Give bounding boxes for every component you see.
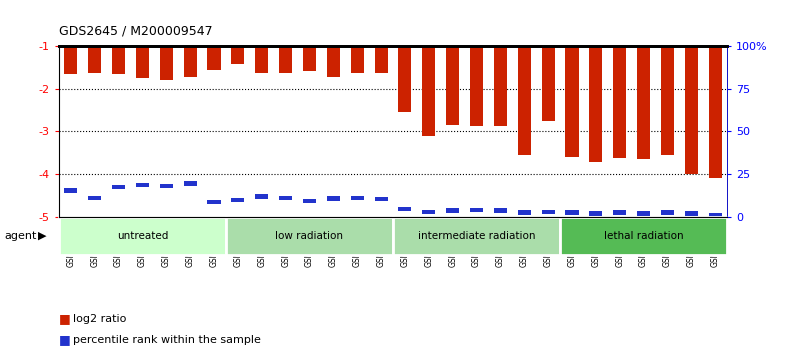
- Bar: [303, 199, 316, 203]
- Bar: [399, 46, 412, 112]
- Text: ■: ■: [59, 312, 71, 325]
- Bar: [560, 217, 727, 255]
- Text: lethal radiation: lethal radiation: [604, 231, 683, 241]
- Bar: [470, 207, 483, 212]
- Bar: [255, 194, 268, 199]
- Bar: [327, 46, 340, 77]
- Bar: [637, 211, 650, 216]
- Bar: [64, 46, 78, 74]
- Bar: [255, 46, 268, 73]
- Bar: [613, 211, 626, 215]
- Bar: [374, 197, 387, 201]
- Bar: [685, 211, 698, 216]
- Bar: [518, 211, 531, 215]
- Bar: [565, 46, 578, 157]
- Bar: [226, 217, 393, 255]
- Bar: [231, 198, 244, 202]
- Bar: [542, 46, 555, 121]
- Bar: [374, 46, 387, 73]
- Bar: [590, 46, 602, 162]
- Bar: [422, 46, 435, 136]
- Bar: [351, 46, 364, 73]
- Bar: [279, 46, 292, 73]
- Bar: [494, 209, 507, 213]
- Bar: [470, 46, 483, 126]
- Bar: [88, 195, 101, 200]
- Bar: [231, 46, 244, 64]
- Text: log2 ratio: log2 ratio: [73, 314, 127, 324]
- Bar: [59, 217, 226, 255]
- Bar: [64, 188, 78, 193]
- Bar: [685, 46, 698, 174]
- Bar: [136, 183, 149, 187]
- Bar: [422, 210, 435, 214]
- Text: agent: agent: [4, 231, 36, 241]
- Bar: [112, 46, 125, 74]
- Text: ▶: ▶: [38, 231, 46, 241]
- Bar: [208, 200, 221, 204]
- Bar: [565, 211, 578, 215]
- Bar: [136, 46, 149, 78]
- Bar: [160, 184, 173, 188]
- Bar: [112, 185, 125, 189]
- Bar: [446, 46, 459, 125]
- Bar: [661, 46, 674, 155]
- Bar: [184, 46, 196, 77]
- Bar: [637, 46, 650, 159]
- Bar: [708, 46, 722, 178]
- Bar: [303, 46, 316, 71]
- Text: untreated: untreated: [117, 231, 168, 241]
- Bar: [160, 46, 173, 80]
- Bar: [88, 46, 101, 73]
- Bar: [494, 46, 507, 126]
- Text: low radiation: low radiation: [275, 231, 343, 241]
- Bar: [351, 195, 364, 200]
- Bar: [661, 211, 674, 215]
- Bar: [708, 213, 722, 217]
- Bar: [542, 210, 555, 214]
- Bar: [184, 182, 196, 186]
- Bar: [327, 196, 340, 201]
- Bar: [399, 207, 412, 211]
- Text: percentile rank within the sample: percentile rank within the sample: [73, 335, 261, 345]
- Text: GDS2645 / M200009547: GDS2645 / M200009547: [59, 24, 212, 37]
- Text: ■: ■: [59, 333, 71, 346]
- Text: intermediate radiation: intermediate radiation: [418, 231, 535, 241]
- Bar: [279, 195, 292, 200]
- Bar: [446, 209, 459, 213]
- Bar: [613, 46, 626, 158]
- Bar: [208, 46, 221, 69]
- Bar: [518, 46, 531, 155]
- Bar: [393, 217, 560, 255]
- Bar: [590, 211, 602, 216]
